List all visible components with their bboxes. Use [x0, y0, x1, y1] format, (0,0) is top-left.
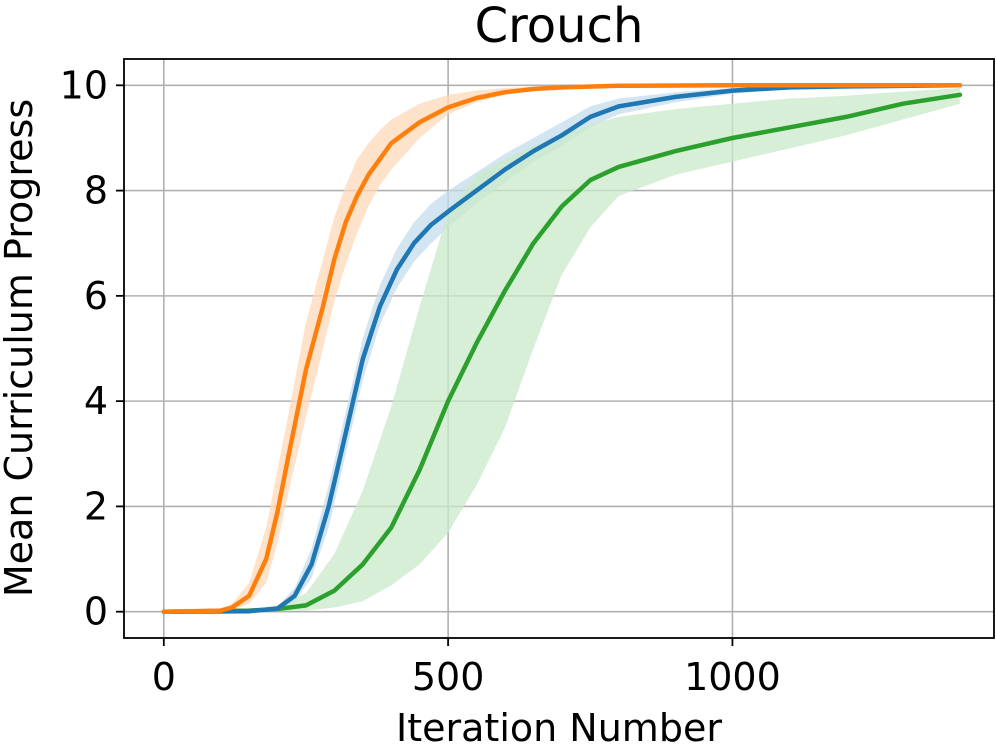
series-band-1 [163, 85, 960, 612]
tick-layer: 0 500 1000 0 2 4 6 8 10 [60, 63, 781, 699]
band-layer [163, 85, 960, 612]
line-layer [161, 83, 963, 614]
x-tick-label: 1000 [684, 655, 781, 699]
series-line-1 [161, 83, 963, 614]
y-axis-label: Mean Curriculum Progress [0, 99, 41, 597]
y-tick-label: 4 [84, 379, 108, 423]
y-tick-label: 8 [84, 169, 108, 213]
x-axis-label: Iteration Number [396, 706, 722, 750]
chart-title: Crouch [475, 0, 644, 54]
x-tick-label: 0 [152, 655, 176, 699]
series-band-3 [163, 88, 960, 612]
y-tick-label: 0 [84, 590, 108, 634]
series-line-3 [161, 92, 963, 614]
plot-frame [123, 58, 995, 639]
series-line-2 [161, 83, 963, 614]
x-tick-label: 500 [412, 655, 485, 699]
y-tick-label: 2 [84, 484, 108, 528]
y-tick-label: 6 [84, 274, 108, 318]
y-tick-label: 10 [60, 63, 108, 107]
